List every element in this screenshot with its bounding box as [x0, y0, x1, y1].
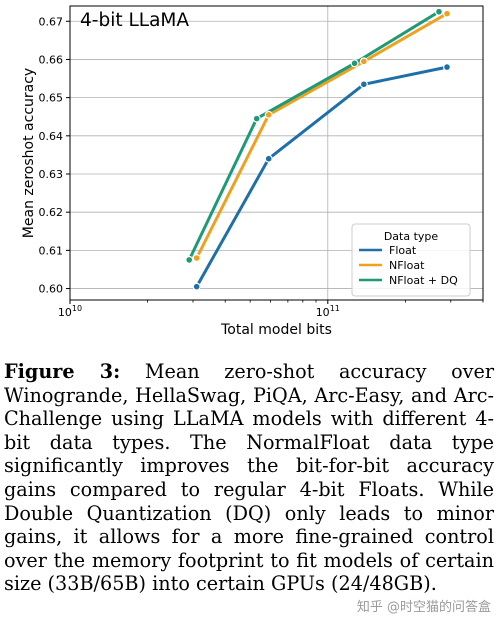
y-tick-label: 0.67 — [39, 15, 64, 28]
x-tick-label: 1011 — [316, 304, 340, 319]
watermark: 知乎 @时空猫的问答盒 — [356, 600, 491, 615]
y-axis-ticks: 0.60 0.61 0.62 0.63 0.64 0.65 0.66 0.67 — [39, 15, 70, 296]
x-axis-label: Total model bits — [220, 322, 332, 338]
legend-entry-label: NFloat + DQ — [389, 274, 458, 287]
y-tick-label: 0.63 — [39, 168, 64, 181]
legend-box — [351, 223, 471, 297]
legend-title: Data type — [384, 230, 439, 243]
y-tick-label: 0.61 — [39, 244, 64, 257]
data-point — [192, 282, 201, 291]
data-point — [264, 110, 273, 119]
y-tick-label: 0.60 — [39, 283, 64, 296]
data-point — [350, 59, 359, 68]
data-point — [359, 80, 368, 89]
data-point — [252, 114, 261, 123]
series-line — [187, 10, 440, 261]
series-line — [195, 65, 448, 288]
series-lines — [185, 7, 451, 291]
y-axis-label: Mean zeroshot accuracy — [21, 68, 37, 238]
chart-title: 4-bit LLaMA — [80, 10, 189, 31]
plot-frame — [69, 5, 484, 301]
figure-caption-text: Mean zero-shot accuracy over Winogrande,… — [4, 360, 494, 596]
y-tick-label: 0.64 — [39, 130, 64, 143]
y-tick-label: 0.66 — [39, 53, 64, 66]
accuracy-chart: 0.600.610.620.630.640.650.660.67 1010 101… — [21, 5, 484, 338]
legend-entry-label: NFloat — [389, 259, 425, 272]
data-point — [185, 255, 194, 264]
x-axis-ticks: 1010 1011 — [58, 300, 484, 319]
series-line — [195, 12, 448, 259]
figure-label: Figure 3: — [4, 360, 121, 383]
data-point — [442, 63, 451, 72]
data-point — [264, 154, 273, 163]
y-tick-label: 0.65 — [39, 92, 64, 105]
data-point — [434, 7, 443, 16]
data-point — [192, 254, 201, 263]
legend: Data type Float NFloat NFloat + DQ — [351, 223, 471, 297]
x-tick-label: 1010 — [58, 304, 82, 319]
legend-entry-label: Float — [389, 244, 417, 257]
y-tick-label: 0.62 — [39, 206, 64, 219]
data-point — [359, 57, 368, 66]
data-point — [442, 9, 451, 18]
figure-caption: Figure 3: Mean zero-shot accuracy over W… — [4, 360, 494, 596]
legend-entries: Float NFloat NFloat + DQ — [359, 244, 458, 287]
